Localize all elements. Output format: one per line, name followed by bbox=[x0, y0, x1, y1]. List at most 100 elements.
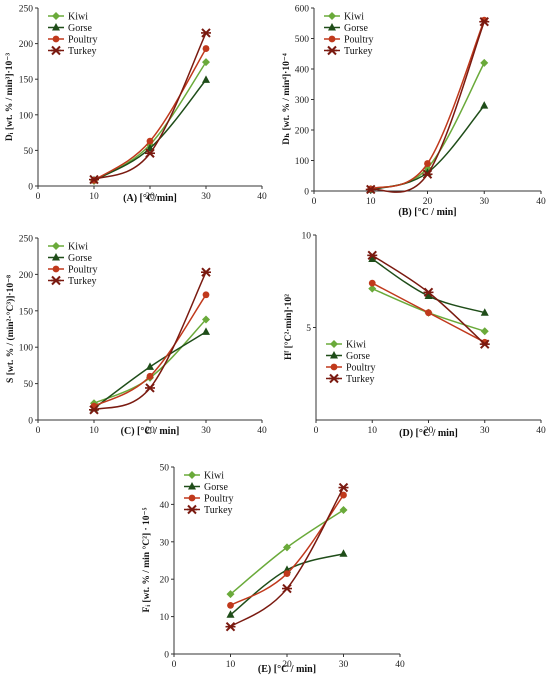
data-point-poultry bbox=[368, 279, 376, 287]
series-line-gorse bbox=[230, 553, 344, 616]
legend-label-poultry: Poultry bbox=[68, 35, 97, 46]
series-gorse bbox=[366, 101, 489, 193]
y-axis-label: Dₕ [wt. % / min⁴]·10⁻⁴ bbox=[282, 53, 292, 145]
y-tick-label: 20 bbox=[160, 576, 170, 586]
x-axis-label: (A) [°C/min] bbox=[123, 193, 177, 204]
x-tick-label: 10 bbox=[366, 197, 376, 207]
y-tick-label: 100 bbox=[19, 344, 34, 354]
x-tick-label: 40 bbox=[257, 426, 267, 436]
y-tick-label: 0 bbox=[28, 183, 33, 193]
series-line-poultry bbox=[93, 48, 207, 181]
data-point-poultry bbox=[283, 570, 291, 577]
data-point-poultry bbox=[146, 372, 154, 380]
y-axis-label: Fᵢ [wt. % / min °C²] · 10⁻⁵ bbox=[141, 507, 152, 612]
series-poultry bbox=[367, 16, 488, 193]
legend-marker-turkey bbox=[327, 45, 337, 56]
legend-label-kiwi: Kiwi bbox=[204, 471, 224, 482]
y-tick-label: 600 bbox=[295, 5, 310, 15]
data-point-turkey bbox=[89, 405, 99, 415]
legend-label-gorse: Gorse bbox=[204, 482, 228, 493]
data-point-kiwi bbox=[226, 590, 235, 599]
legend-marker-kiwi bbox=[328, 12, 336, 20]
data-point-gorse bbox=[226, 610, 235, 618]
y-tick-label: 0 bbox=[28, 417, 33, 427]
data-point-turkey bbox=[201, 28, 211, 38]
series-kiwi bbox=[90, 58, 210, 186]
data-point-turkey bbox=[479, 17, 490, 27]
x-tick-label: 0 bbox=[312, 197, 317, 207]
legend-marker-kiwi bbox=[52, 242, 60, 250]
data-point-turkey bbox=[145, 148, 155, 158]
x-tick-label: 10 bbox=[226, 660, 236, 670]
legend-marker-poultry bbox=[52, 35, 60, 43]
data-point-kiwi bbox=[202, 58, 210, 67]
legend-marker-gorse bbox=[330, 351, 338, 359]
legend-marker-kiwi bbox=[330, 340, 338, 348]
legend-marker-poultry bbox=[188, 494, 196, 502]
data-point-kiwi bbox=[339, 506, 348, 515]
x-axis-label: (E) [°C / min] bbox=[258, 664, 316, 675]
series-poultry bbox=[368, 279, 489, 346]
y-tick-label: 250 bbox=[19, 5, 34, 15]
series-turkey bbox=[89, 267, 211, 415]
data-point-gorse bbox=[146, 362, 154, 370]
legend-marker-kiwi bbox=[188, 471, 196, 479]
x-tick-label: 30 bbox=[480, 426, 490, 436]
data-point-gorse bbox=[368, 254, 377, 263]
data-point-turkey bbox=[201, 267, 211, 277]
chart-panel-d: 0 10 20 30 40 5 10 (D) [°C / min] Hᶠ [°C²·min]·1… bbox=[283, 232, 546, 440]
data-point-kiwi bbox=[283, 543, 291, 552]
x-tick-label: 20 bbox=[423, 197, 433, 207]
series-gorse bbox=[368, 254, 489, 316]
x-tick-label: 10 bbox=[89, 426, 99, 436]
chart-panel-c: 0 10 20 30 40 0 50 100 150 200 250 (C) [°C / min] S … bbox=[5, 235, 267, 438]
y-tick-label: 50 bbox=[24, 380, 34, 390]
data-point-gorse bbox=[202, 75, 210, 83]
legend-label-kiwi: Kiwi bbox=[346, 340, 366, 351]
legend-label-turkey: Turkey bbox=[68, 46, 97, 57]
data-point-turkey bbox=[367, 250, 378, 261]
series-poultry bbox=[227, 491, 347, 609]
data-point-turkey bbox=[282, 583, 292, 594]
y-tick-label: 300 bbox=[295, 96, 310, 106]
legend-marker-turkey bbox=[187, 504, 197, 515]
x-tick-label: 20 bbox=[282, 660, 292, 670]
data-point-kiwi bbox=[202, 315, 210, 324]
data-point-kiwi bbox=[368, 284, 377, 293]
series-kiwi bbox=[226, 506, 348, 599]
y-tick-label: 50 bbox=[24, 147, 34, 157]
x-tick-label: 30 bbox=[201, 426, 211, 436]
legend-label-turkey: Turkey bbox=[344, 46, 373, 57]
legend-label-poultry: Poultry bbox=[344, 35, 373, 46]
x-tick-label: 10 bbox=[368, 426, 378, 436]
series-kiwi bbox=[90, 315, 210, 408]
x-tick-label: 10 bbox=[89, 192, 99, 202]
y-tick-label: 100 bbox=[19, 111, 34, 121]
legend-marker-kiwi bbox=[52, 12, 60, 20]
y-tick-label: 10 bbox=[160, 613, 170, 623]
legend-label-gorse: Gorse bbox=[68, 23, 92, 34]
legend-label-poultry: Poultry bbox=[346, 363, 375, 374]
legend-marker-turkey bbox=[51, 275, 61, 286]
y-tick-label: 50 bbox=[160, 464, 170, 474]
data-point-gorse bbox=[424, 291, 433, 300]
y-tick-label: 10 bbox=[302, 232, 312, 242]
series-line-poultry bbox=[370, 19, 485, 190]
x-tick-label: 0 bbox=[36, 426, 41, 436]
series-gorse bbox=[90, 75, 210, 184]
series-line-kiwi bbox=[230, 509, 344, 595]
data-point-poultry bbox=[146, 137, 154, 145]
legend-label-kiwi: Kiwi bbox=[68, 12, 88, 23]
series-turkey bbox=[367, 250, 490, 349]
x-tick-label: 40 bbox=[395, 660, 405, 670]
data-point-turkey bbox=[338, 482, 349, 493]
legend-label-gorse: Gorse bbox=[68, 253, 92, 264]
y-tick-label: 100 bbox=[295, 157, 310, 167]
data-point-turkey bbox=[365, 184, 376, 195]
x-tick-label: 0 bbox=[172, 660, 177, 670]
series-line-turkey bbox=[93, 32, 207, 181]
x-tick-label: 20 bbox=[424, 426, 434, 436]
